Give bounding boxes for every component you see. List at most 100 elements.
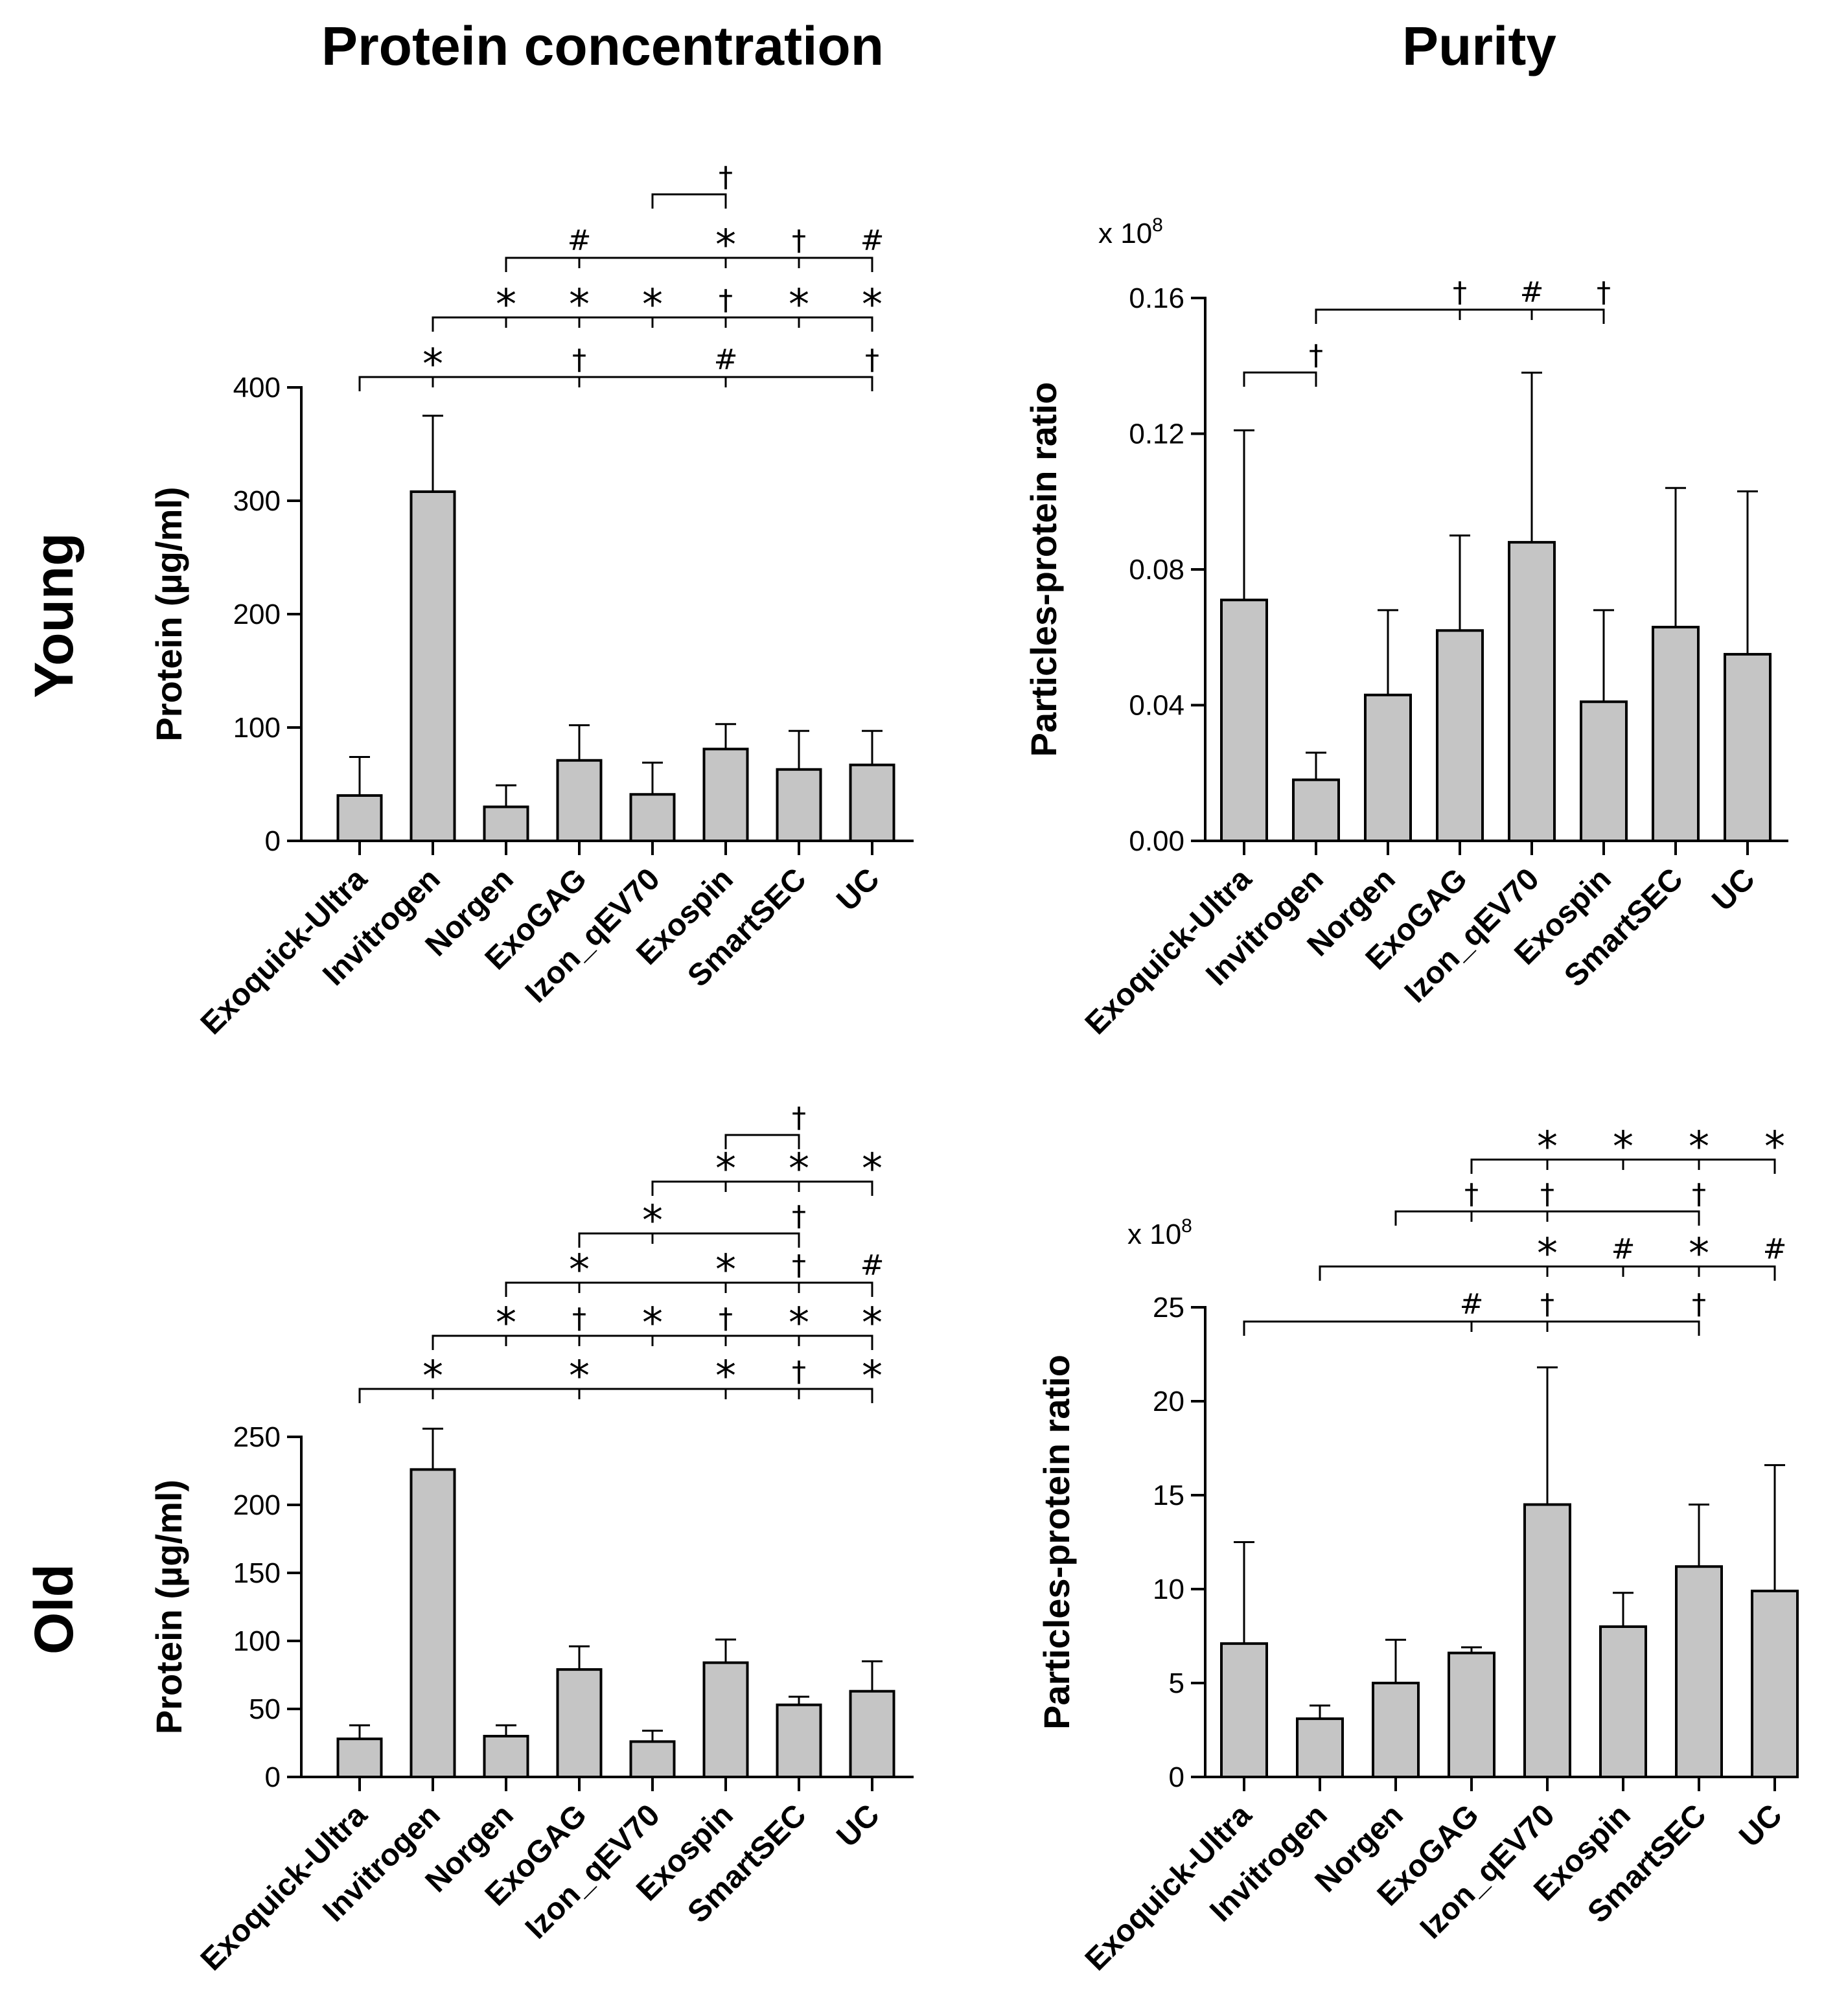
significance-mark: * — [1689, 1123, 1709, 1171]
significance-mark: † — [719, 161, 733, 194]
bar — [1724, 652, 1772, 842]
x-tick-label: UC — [830, 1798, 886, 1853]
significance-bracket — [358, 376, 873, 391]
significance-mark: * — [789, 281, 809, 329]
bar — [629, 793, 676, 842]
significance-bracket — [578, 1232, 800, 1248]
scale-factor-label: x 108 — [1127, 1215, 1192, 1250]
bar — [1652, 626, 1700, 842]
significance-mark: # — [860, 1249, 884, 1282]
bar — [336, 794, 383, 842]
y-axis-label: Protein (µg/ml) — [148, 487, 189, 741]
significance-mark: # — [1520, 276, 1544, 309]
scale-factor-label: x 108 — [1098, 214, 1163, 249]
bar — [1599, 1625, 1647, 1778]
bar — [776, 768, 822, 842]
significance-bracket — [651, 193, 727, 209]
bar — [702, 1661, 749, 1779]
significance-mark: * — [1537, 1123, 1558, 1171]
significance-mark: # — [1611, 1233, 1635, 1266]
significance-mark: † — [1597, 276, 1611, 309]
scale-factor-exponent: 8 — [1181, 1215, 1192, 1237]
column-title-protein: Protein concentration — [321, 16, 884, 76]
significance-mark: * — [789, 1145, 809, 1193]
significance-mark: * — [569, 1246, 590, 1294]
significance-mark: † — [792, 1101, 806, 1134]
significance-mark: † — [792, 224, 806, 257]
column-title-purity: Purity — [1402, 16, 1556, 76]
x-tick-label: UC — [1705, 862, 1761, 917]
scale-factor-base: x 10 — [1127, 1219, 1181, 1250]
significance-mark: † — [1309, 339, 1323, 372]
bar — [1292, 778, 1340, 842]
significance-mark: * — [642, 1197, 663, 1245]
row-label-old: Old — [23, 1564, 84, 1655]
significance-bracket — [1243, 371, 1317, 387]
bar — [1220, 599, 1268, 842]
bar — [702, 748, 749, 842]
bar — [556, 1668, 603, 1779]
bar — [336, 1737, 383, 1778]
y-tick-label: 100 — [233, 712, 281, 744]
significance-mark: * — [496, 1300, 516, 1347]
bar — [1448, 1651, 1495, 1779]
y-tick-label: 0.12 — [1129, 418, 1184, 450]
significance-mark: * — [1613, 1123, 1634, 1171]
y-tick-label: 0 — [1169, 1761, 1184, 1793]
significance-bracket — [358, 1388, 873, 1403]
significance-mark: * — [422, 341, 443, 389]
significance-mark: † — [1692, 1288, 1706, 1321]
significance-bracket — [724, 1134, 800, 1149]
significance-bracket — [651, 1180, 873, 1196]
y-tick-label: 15 — [1153, 1480, 1184, 1511]
bar — [410, 490, 456, 842]
scale-factor-exponent: 8 — [1152, 214, 1163, 236]
y-tick-label: 10 — [1153, 1574, 1184, 1605]
y-tick-label: 250 — [233, 1421, 281, 1453]
significance-mark: # — [1460, 1288, 1484, 1321]
significance-mark: † — [1464, 1178, 1479, 1211]
x-tick-label: UC — [830, 862, 886, 917]
scale-factor-base: x 10 — [1098, 218, 1152, 249]
significance-mark: † — [572, 1302, 586, 1335]
y-tick-label: 0.04 — [1129, 690, 1184, 722]
bar — [1523, 1503, 1571, 1778]
bar — [1220, 1642, 1268, 1779]
significance-bracket — [505, 1281, 873, 1297]
y-tick-label: 0.00 — [1129, 825, 1184, 857]
bar — [1436, 629, 1484, 843]
y-tick-label: 200 — [233, 1489, 281, 1521]
significance-bracket — [505, 257, 873, 272]
significance-mark: † — [792, 1200, 806, 1233]
y-tick-label: 300 — [233, 485, 281, 517]
chart-young-protein: Protein (µg/ml)0100200300400Exoquick-Ult… — [148, 161, 914, 1041]
y-tick-label: 200 — [233, 599, 281, 630]
significance-mark: * — [862, 1145, 883, 1193]
significance-mark: * — [642, 1300, 663, 1347]
y-tick-label: 50 — [249, 1693, 281, 1725]
y-tick-label: 0 — [265, 1761, 281, 1793]
significance-mark: * — [715, 222, 736, 269]
chart-young-purity: Particles-protein ratio x 108 0.00 0.04 0.08… — [1023, 214, 1788, 1041]
bar — [1364, 693, 1412, 842]
significance-mark: * — [1764, 1123, 1785, 1171]
significance-mark: * — [642, 281, 663, 329]
significance-mark: † — [865, 343, 879, 376]
significance-mark: * — [715, 1353, 736, 1401]
significance-mark: # — [568, 224, 592, 257]
x-tick-label: UC — [1733, 1798, 1788, 1853]
significance-mark: † — [792, 1355, 806, 1388]
significance-mark: * — [1689, 1230, 1709, 1278]
bar — [1675, 1565, 1723, 1778]
bar — [1508, 541, 1556, 842]
chart-old-protein: Protein (µg/ml)050100150200250Exoquick-U… — [148, 1101, 914, 1977]
significance-mark: * — [422, 1353, 443, 1401]
significance-mark: * — [496, 281, 516, 329]
significance-mark: † — [1692, 1178, 1706, 1211]
significance-mark: * — [569, 1353, 590, 1401]
significance-mark: † — [719, 284, 733, 317]
bar — [1372, 1682, 1420, 1778]
significance-mark: † — [572, 343, 586, 376]
significance-mark: * — [862, 1300, 883, 1347]
significance-mark: † — [719, 1302, 733, 1335]
